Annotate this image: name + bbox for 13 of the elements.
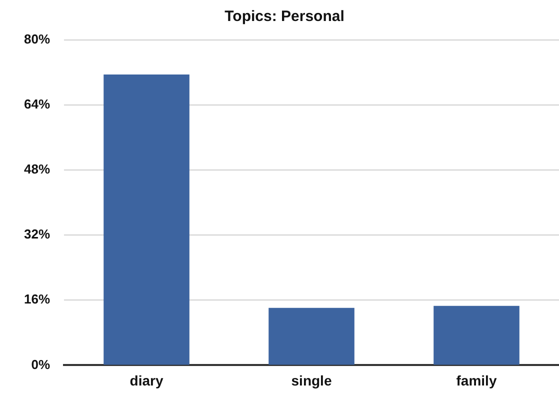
y-tick-label: 64% [24,96,50,112]
y-tick-label: 32% [24,226,50,242]
x-tick-label: family [456,372,497,388]
y-tick-label: 16% [24,292,50,307]
y-tick-label: 48% [24,162,50,177]
chart-title: Topics: Personal [224,8,344,26]
bar [104,74,190,365]
bar [434,306,520,365]
x-tick-label: diary [130,372,164,388]
y-tick-label: 0% [31,356,50,372]
x-tick-label: single [291,372,332,388]
y-tick-label: 80% [24,32,50,47]
bar [268,308,354,365]
